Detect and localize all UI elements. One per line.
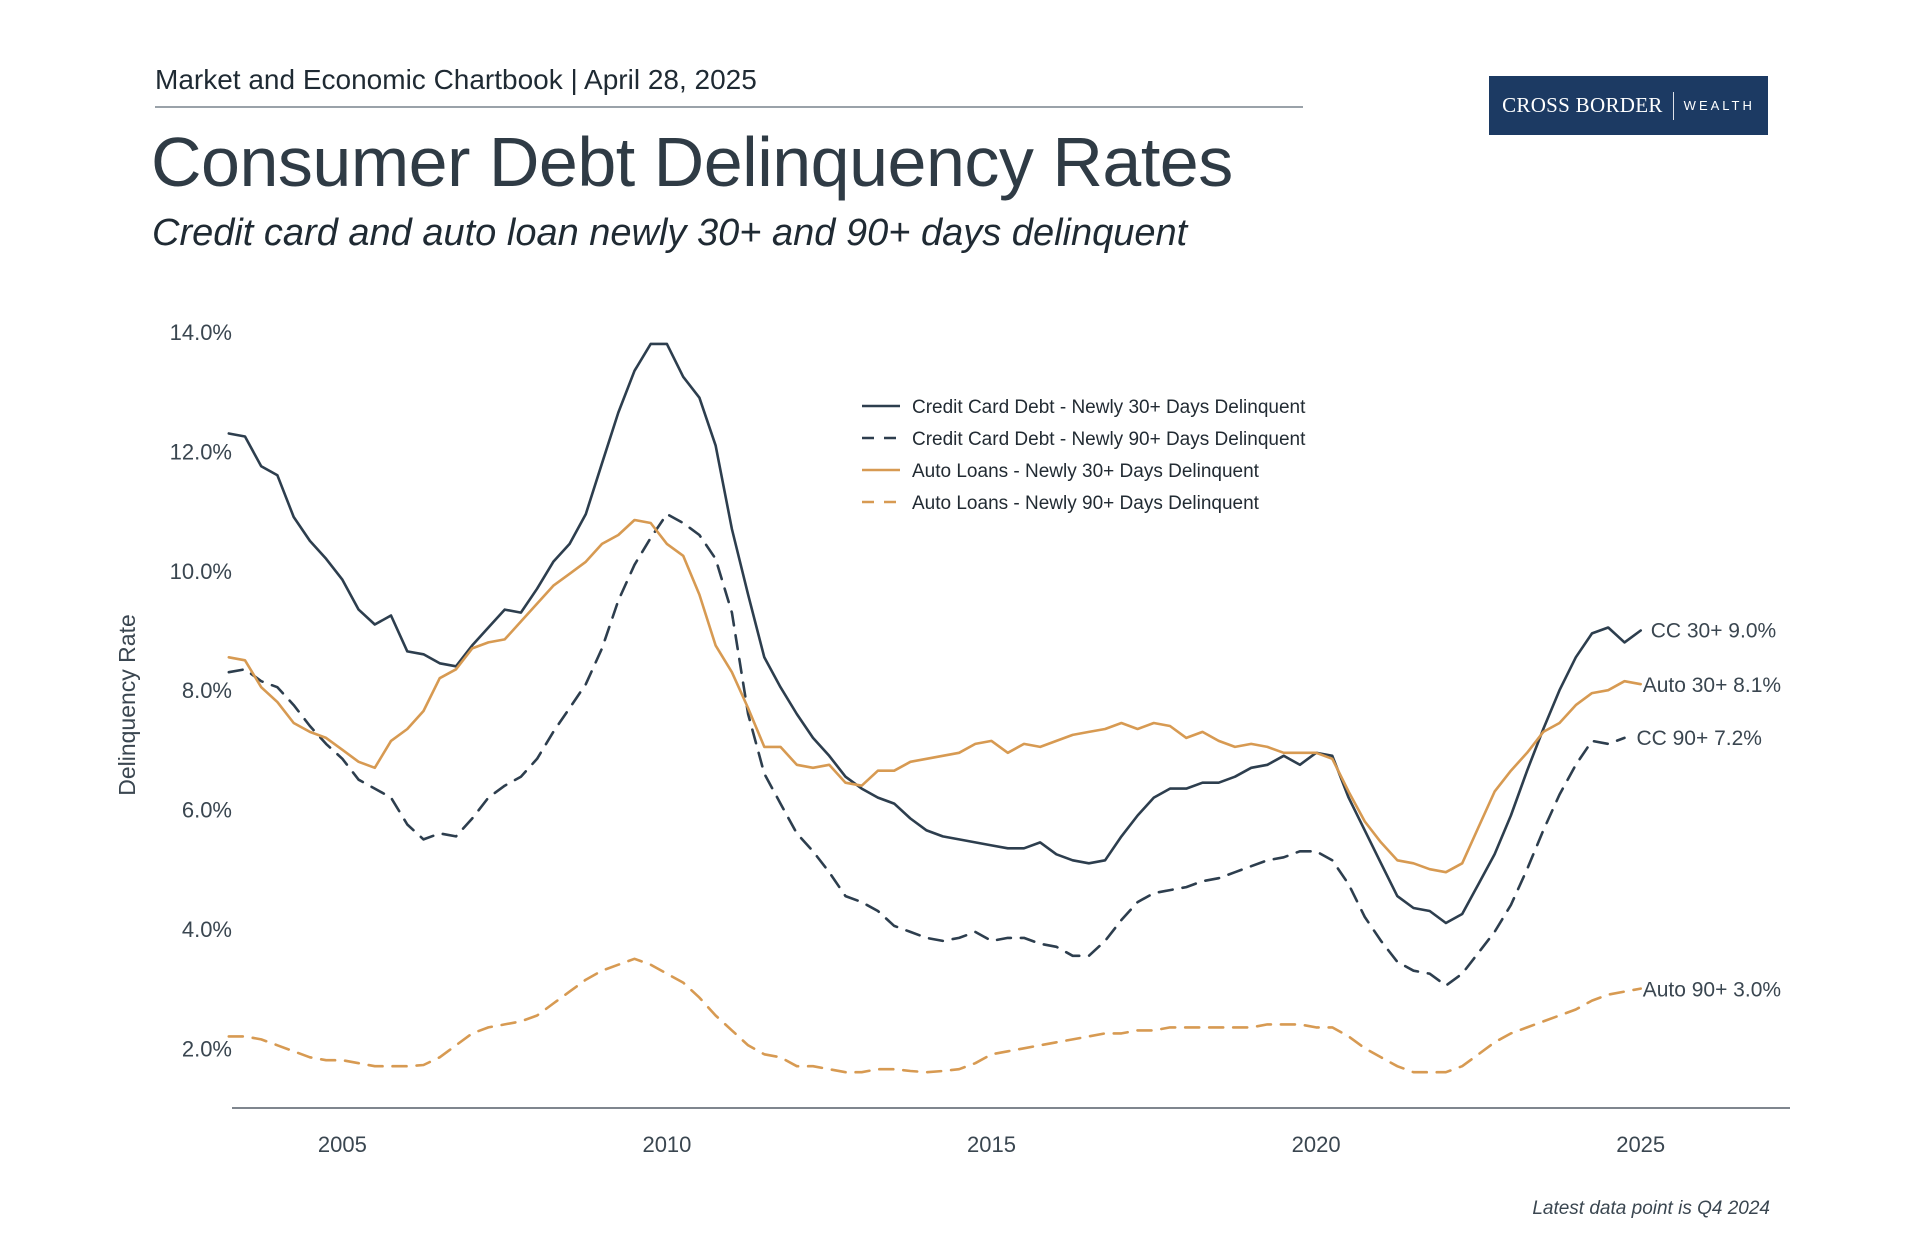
y-axis-title: Delinquency Rate (114, 614, 140, 796)
brand-logo: CROSS BORDER WEALTH (1489, 76, 1768, 135)
y-tick-label: 8.0% (182, 678, 232, 703)
y-tick-label: 10.0% (170, 559, 232, 584)
page-subtitle: Credit card and auto loan newly 30+ and … (152, 212, 1188, 254)
y-tick-label: 14.0% (170, 320, 232, 345)
legend-label: Auto Loans - Newly 90+ Days Delinquent (912, 493, 1260, 514)
y-tick-label: 4.0% (182, 917, 232, 942)
series-end-label: Auto 30+ 8.1% (1643, 674, 1781, 697)
y-tick-label: 12.0% (170, 439, 232, 464)
x-tick-label: 2010 (642, 1132, 691, 1157)
logo-brand-text: CROSS BORDER (1502, 93, 1663, 117)
page-title: Consumer Debt Delinquency Rates (151, 123, 1233, 201)
x-tick-label: 2005 (318, 1132, 367, 1157)
series-end-label: Auto 90+ 3.0% (1643, 979, 1781, 1002)
header-divider (155, 106, 1303, 108)
series-end-label: CC 30+ 9.0% (1651, 619, 1777, 642)
series-end-label: CC 90+ 7.2% (1636, 727, 1762, 750)
series-line (227, 512, 1626, 987)
legend-label: Credit Card Debt - Newly 30+ Days Delinq… (912, 397, 1306, 418)
legend-label: Credit Card Debt - Newly 90+ Days Delinq… (912, 429, 1306, 450)
legend-label: Auto Loans - Newly 30+ Days Delinquent (912, 461, 1260, 482)
y-tick-label: 2.0% (182, 1036, 232, 1061)
logo-separator (1672, 91, 1674, 120)
y-tick-label: 6.0% (182, 798, 232, 823)
x-tick-label: 2020 (1292, 1132, 1341, 1157)
report-header: Market and Economic Chartbook | April 28… (155, 64, 757, 95)
logo-sub-text: WEALTH (1683, 98, 1755, 113)
series-line (227, 518, 1642, 874)
latest-data-note: Latest data point is Q4 2024 (1532, 1198, 1770, 1219)
x-tick-label: 2025 (1616, 1132, 1665, 1157)
series-line (227, 342, 1642, 925)
x-tick-label: 2015 (967, 1132, 1016, 1157)
series-line (227, 957, 1642, 1074)
